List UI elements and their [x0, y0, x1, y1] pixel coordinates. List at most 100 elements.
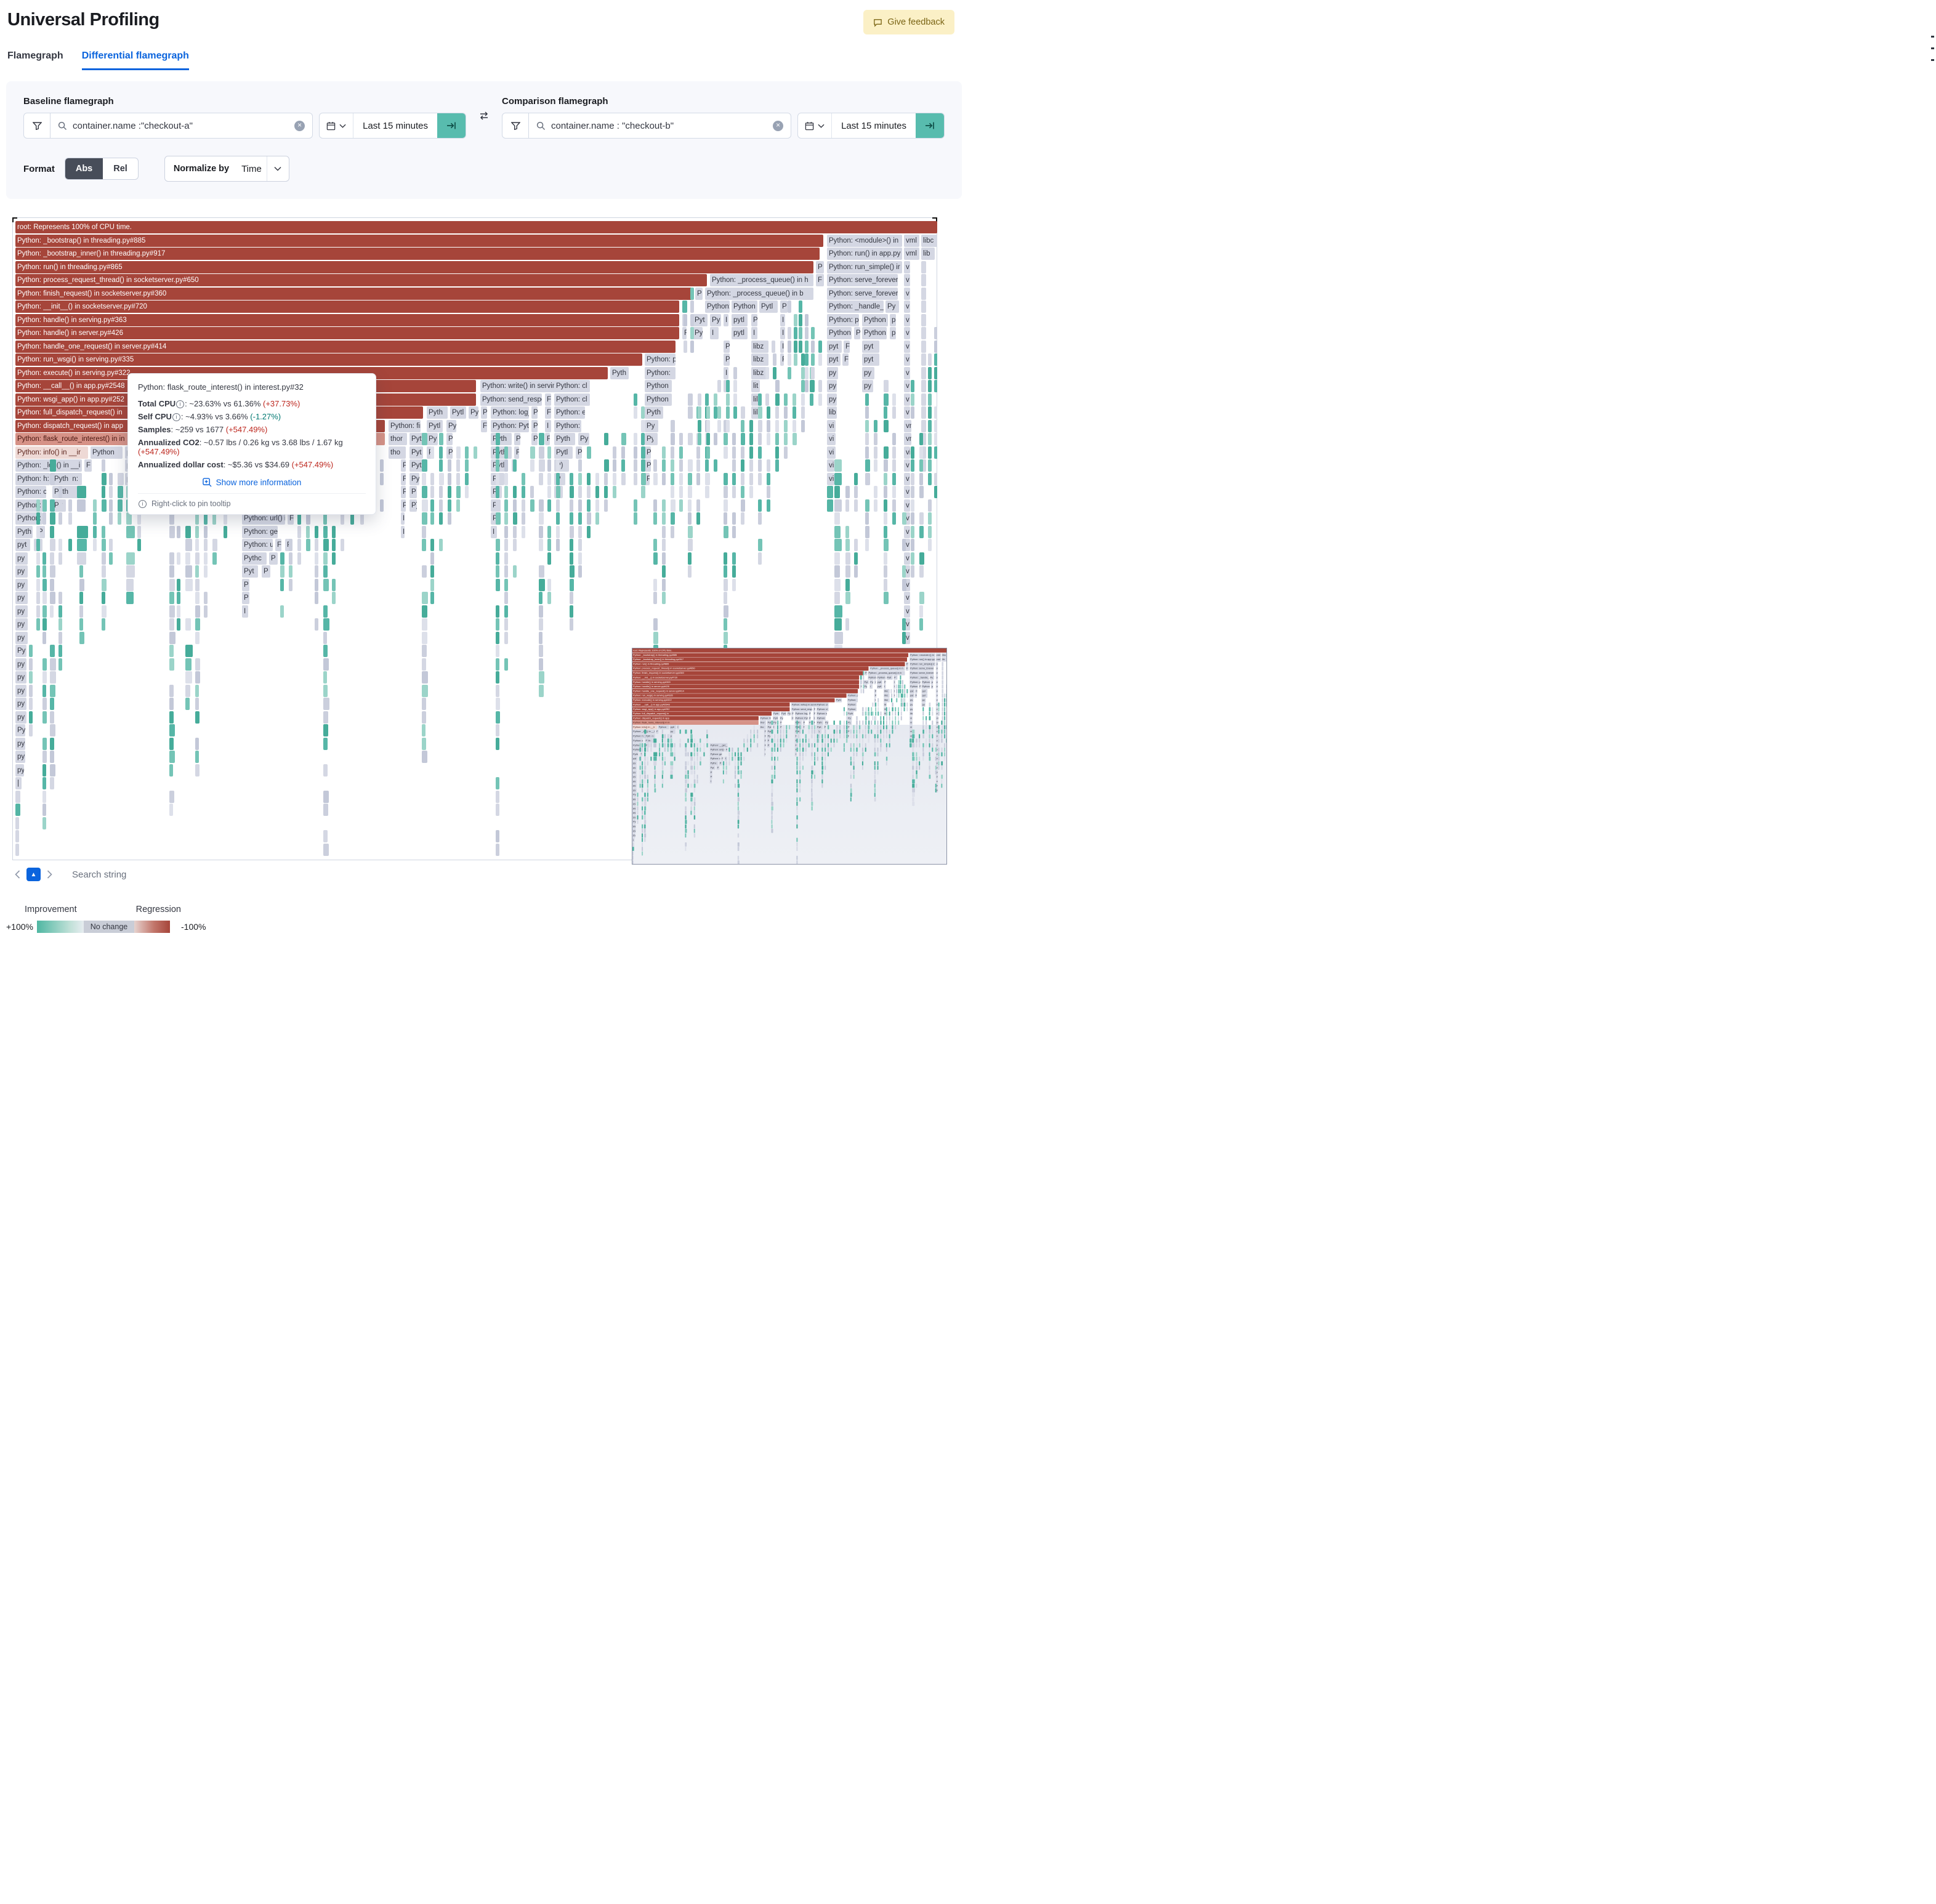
flame-bar[interactable]: Python: _process_queue() in b — [705, 287, 813, 300]
flame-bar[interactable] — [36, 618, 40, 631]
flame-bar[interactable] — [204, 525, 208, 538]
baseline-apply-button[interactable] — [437, 113, 466, 138]
flame-bar[interactable]: py — [827, 393, 837, 406]
flame-bar[interactable] — [578, 565, 582, 578]
flame-bar[interactable]: F — [682, 327, 687, 339]
flame-bar[interactable] — [865, 525, 869, 538]
flamegraph-search-input[interactable] — [71, 868, 268, 881]
flame-bar[interactable]: Py — [409, 472, 419, 485]
flame-bar[interactable] — [696, 512, 700, 525]
flame-bar[interactable]: Python — [862, 313, 888, 326]
flame-bar[interactable] — [332, 578, 336, 591]
flame-bar[interactable] — [422, 539, 426, 551]
flame-bar[interactable] — [690, 340, 694, 353]
flame-bar[interactable]: F — [844, 340, 850, 353]
flame-bar[interactable] — [448, 512, 451, 525]
flame-bar[interactable]: P — [446, 433, 453, 445]
flame-bar[interactable] — [934, 446, 937, 459]
flame-bar[interactable]: Python: fina — [389, 419, 421, 432]
flame-bar[interactable]: Python: Pythc — [491, 419, 529, 432]
flame-bar[interactable] — [732, 446, 736, 459]
flame-bar[interactable] — [556, 472, 560, 485]
flame-bar[interactable] — [195, 512, 199, 525]
flame-bar[interactable] — [323, 512, 327, 525]
flame-bar[interactable] — [496, 843, 499, 856]
flame-bar[interactable] — [15, 804, 20, 816]
flame-bar[interactable] — [662, 446, 666, 459]
flame-bar[interactable]: | — [15, 777, 22, 789]
flame-bar[interactable] — [587, 499, 591, 512]
flame-bar[interactable] — [539, 631, 542, 644]
flame-bar[interactable] — [102, 605, 107, 618]
flame-bar[interactable] — [698, 406, 701, 419]
flame-bar[interactable] — [911, 446, 914, 459]
flame-bar[interactable] — [741, 433, 745, 445]
flame-bar[interactable] — [185, 618, 191, 631]
flame-bar[interactable] — [724, 512, 727, 525]
flame-bar[interactable]: py — [15, 737, 25, 750]
flame-bar[interactable] — [732, 459, 736, 472]
flame-bar[interactable] — [58, 631, 62, 644]
flame-bar[interactable] — [892, 486, 896, 498]
flame-bar[interactable] — [621, 459, 625, 472]
flame-bar[interactable] — [556, 499, 560, 512]
flame-bar[interactable] — [430, 472, 434, 485]
flame-bar[interactable] — [496, 459, 499, 472]
flame-bar[interactable] — [109, 472, 113, 485]
flame-bar[interactable] — [884, 446, 889, 459]
flame-bar[interactable]: Python: log_re — [491, 406, 529, 419]
flame-bar[interactable] — [911, 499, 914, 512]
flame-bar[interactable] — [323, 631, 327, 644]
flame-bar[interactable]: py — [15, 578, 28, 591]
flame-bar[interactable] — [539, 592, 542, 604]
flame-bar[interactable] — [169, 565, 174, 578]
flame-bar[interactable] — [767, 419, 770, 432]
flame-bar[interactable] — [496, 433, 500, 445]
flame-bar[interactable] — [504, 512, 508, 525]
flame-bar[interactable]: lil — [751, 393, 760, 406]
flame-bar[interactable] — [758, 459, 762, 472]
flame-bar[interactable]: P — [401, 486, 406, 498]
flame-bar[interactable] — [845, 486, 850, 498]
flame-bar[interactable] — [195, 684, 199, 697]
flame-bar[interactable] — [50, 459, 56, 472]
flame-bar[interactable] — [578, 459, 582, 472]
flame-bar[interactable] — [323, 843, 329, 856]
flame-bar[interactable] — [195, 539, 199, 551]
flame-bar[interactable]: P — [816, 260, 824, 273]
flame-bar[interactable] — [845, 592, 850, 604]
flame-bar[interactable] — [195, 698, 199, 710]
flame-bar[interactable]: Py — [446, 419, 456, 432]
flame-bar[interactable] — [706, 446, 710, 459]
flame-bar[interactable]: Python: _handle_r — [827, 301, 884, 313]
flame-bar[interactable] — [50, 684, 55, 697]
flame-bar[interactable] — [126, 512, 132, 525]
flame-bar[interactable]: Python — [862, 327, 887, 339]
flame-bar[interactable] — [634, 406, 637, 419]
flame-bar[interactable]: F — [481, 419, 487, 432]
flame-bar[interactable]: libz — [751, 366, 768, 379]
flame-bar[interactable] — [767, 433, 770, 445]
flame-bar[interactable] — [224, 512, 227, 525]
flame-bar[interactable] — [289, 578, 292, 591]
flame-bar[interactable] — [662, 578, 666, 591]
flame-bar[interactable]: Py — [15, 724, 25, 736]
flame-bar[interactable]: Python: __init__() in socketserver.py#72… — [15, 301, 679, 313]
flame-bar[interactable] — [845, 618, 849, 631]
flame-bar[interactable] — [749, 446, 753, 459]
flame-bar[interactable] — [547, 486, 551, 498]
flame-bar[interactable]: P — [269, 552, 278, 565]
flame-bar[interactable] — [496, 830, 499, 842]
flame-bar[interactable] — [456, 459, 460, 472]
flame-bar[interactable]: Py — [469, 406, 478, 419]
flame-bar[interactable] — [892, 459, 896, 472]
flame-bar[interactable] — [77, 499, 86, 512]
flame-bar[interactable] — [845, 565, 850, 578]
flame-bar[interactable] — [50, 764, 55, 777]
flame-bar[interactable] — [195, 764, 200, 777]
flame-bar[interactable]: P — [401, 459, 406, 472]
flame-bar[interactable] — [706, 419, 710, 432]
flame-bar[interactable] — [422, 711, 426, 724]
flame-bar[interactable] — [422, 512, 427, 525]
flame-bar[interactable] — [323, 737, 328, 750]
